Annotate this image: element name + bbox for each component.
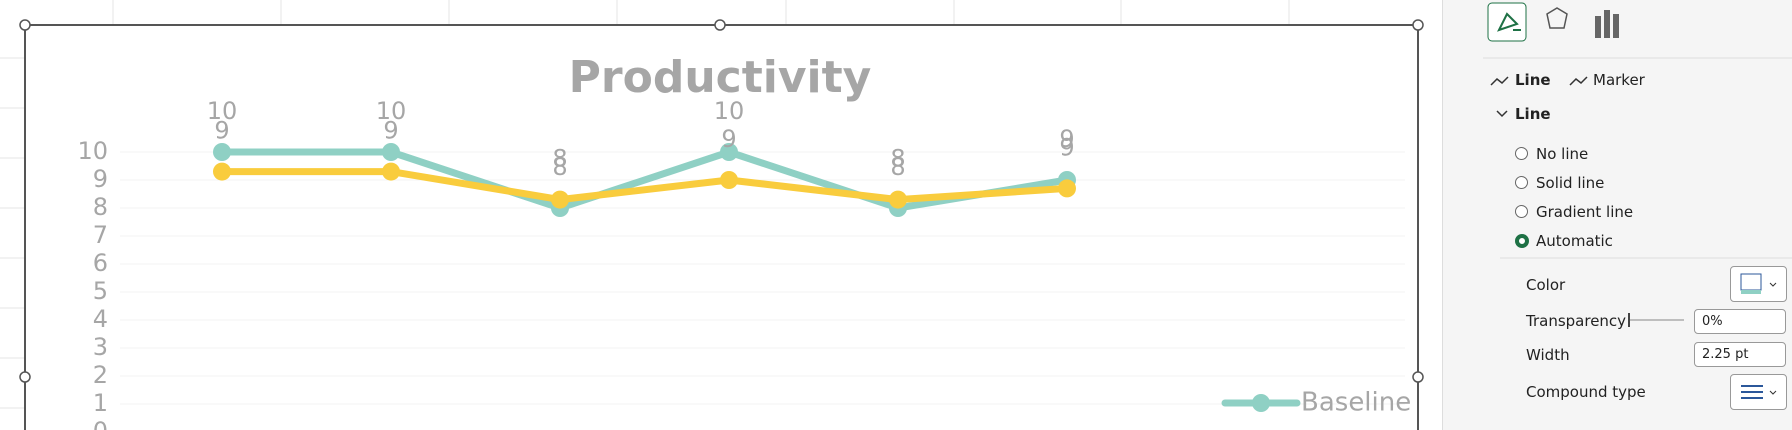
data-label: 9 <box>721 125 736 153</box>
y-tick-label: 6 <box>93 249 108 277</box>
data-label: 9 <box>214 117 229 145</box>
data-point <box>551 190 569 209</box>
data-label: 9 <box>1059 125 1074 153</box>
data-point <box>720 171 738 189</box>
transparency-input[interactable]: 0% <box>1694 309 1786 334</box>
data-point <box>720 143 738 161</box>
data-label: 8 <box>890 145 905 173</box>
data-label: 9 <box>1059 133 1074 161</box>
y-tick-label: 8 <box>93 193 108 221</box>
series-line <box>222 168 1068 204</box>
effects-icon[interactable] <box>1546 7 1568 29</box>
y-tick-label: 9 <box>93 165 108 193</box>
radio-button[interactable] <box>1515 176 1528 189</box>
y-tick-label: 2 <box>93 361 108 389</box>
radio-button[interactable] <box>1515 205 1528 218</box>
y-tick-label: 7 <box>93 221 108 249</box>
radio-button[interactable] <box>1515 147 1528 160</box>
panel-icons <box>1483 2 1792 59</box>
tab-marker[interactable]: Marker <box>1593 71 1645 89</box>
data-point <box>213 162 231 181</box>
data-point <box>382 162 400 181</box>
data-point <box>1058 179 1076 198</box>
radio-button[interactable] <box>1515 234 1529 248</box>
chart-options-icon[interactable] <box>1595 10 1619 38</box>
format-panel: Line Marker Line No line Solid line Gradie… <box>1442 0 1792 430</box>
y-tick-label: 1 <box>93 389 108 417</box>
compound-label: Compound type <box>1526 383 1646 401</box>
width-value: 2.25 pt <box>1702 347 1749 362</box>
color-button[interactable] <box>1730 266 1787 302</box>
legend-marker <box>1252 394 1270 412</box>
data-point <box>889 190 907 209</box>
data-label: 9 <box>383 117 398 145</box>
transparency-slider[interactable] <box>1626 310 1686 330</box>
y-tick-label: 0 <box>93 417 108 430</box>
y-tick-label: 10 <box>77 137 108 165</box>
chart-title: Productivity <box>569 52 872 103</box>
radio-label[interactable]: Automatic <box>1536 232 1613 250</box>
width-label: Width <box>1526 346 1570 364</box>
data-label: 8 <box>552 153 567 181</box>
sheet-grid <box>0 0 1290 409</box>
chart: Productivity 012345678910101081089998989… <box>0 0 1424 430</box>
chart-frame[interactable] <box>24 24 1419 430</box>
data-point <box>382 143 400 161</box>
transparency-value: 0% <box>1702 314 1723 329</box>
radio-label[interactable]: Solid line <box>1536 174 1605 192</box>
radio-label[interactable]: Gradient line <box>1536 203 1634 221</box>
section-header[interactable]: Line <box>1515 105 1551 123</box>
data-label: 8 <box>890 153 905 181</box>
tab-line[interactable]: Line <box>1515 71 1551 89</box>
color-label: Color <box>1526 276 1566 294</box>
y-tick-label: 5 <box>93 277 108 305</box>
y-tick-label: 4 <box>93 305 108 333</box>
data-label: 8 <box>552 145 567 173</box>
selection-handles[interactable] <box>19 19 1424 383</box>
series-line <box>222 148 1068 212</box>
transparency-label: Transparency <box>1526 312 1627 330</box>
data-label: 10 <box>714 97 745 125</box>
legend-label: Baseline <box>1301 388 1411 418</box>
data-point <box>213 143 231 161</box>
fill-line-icon[interactable] <box>1487 2 1527 42</box>
radio-label[interactable]: No line <box>1536 145 1589 163</box>
y-tick-label: 3 <box>93 333 108 361</box>
compound-button[interactable] <box>1730 374 1787 410</box>
data-label: 10 <box>376 97 407 125</box>
data-label: 10 <box>207 97 238 125</box>
width-input[interactable]: 2.25 pt <box>1694 342 1786 367</box>
